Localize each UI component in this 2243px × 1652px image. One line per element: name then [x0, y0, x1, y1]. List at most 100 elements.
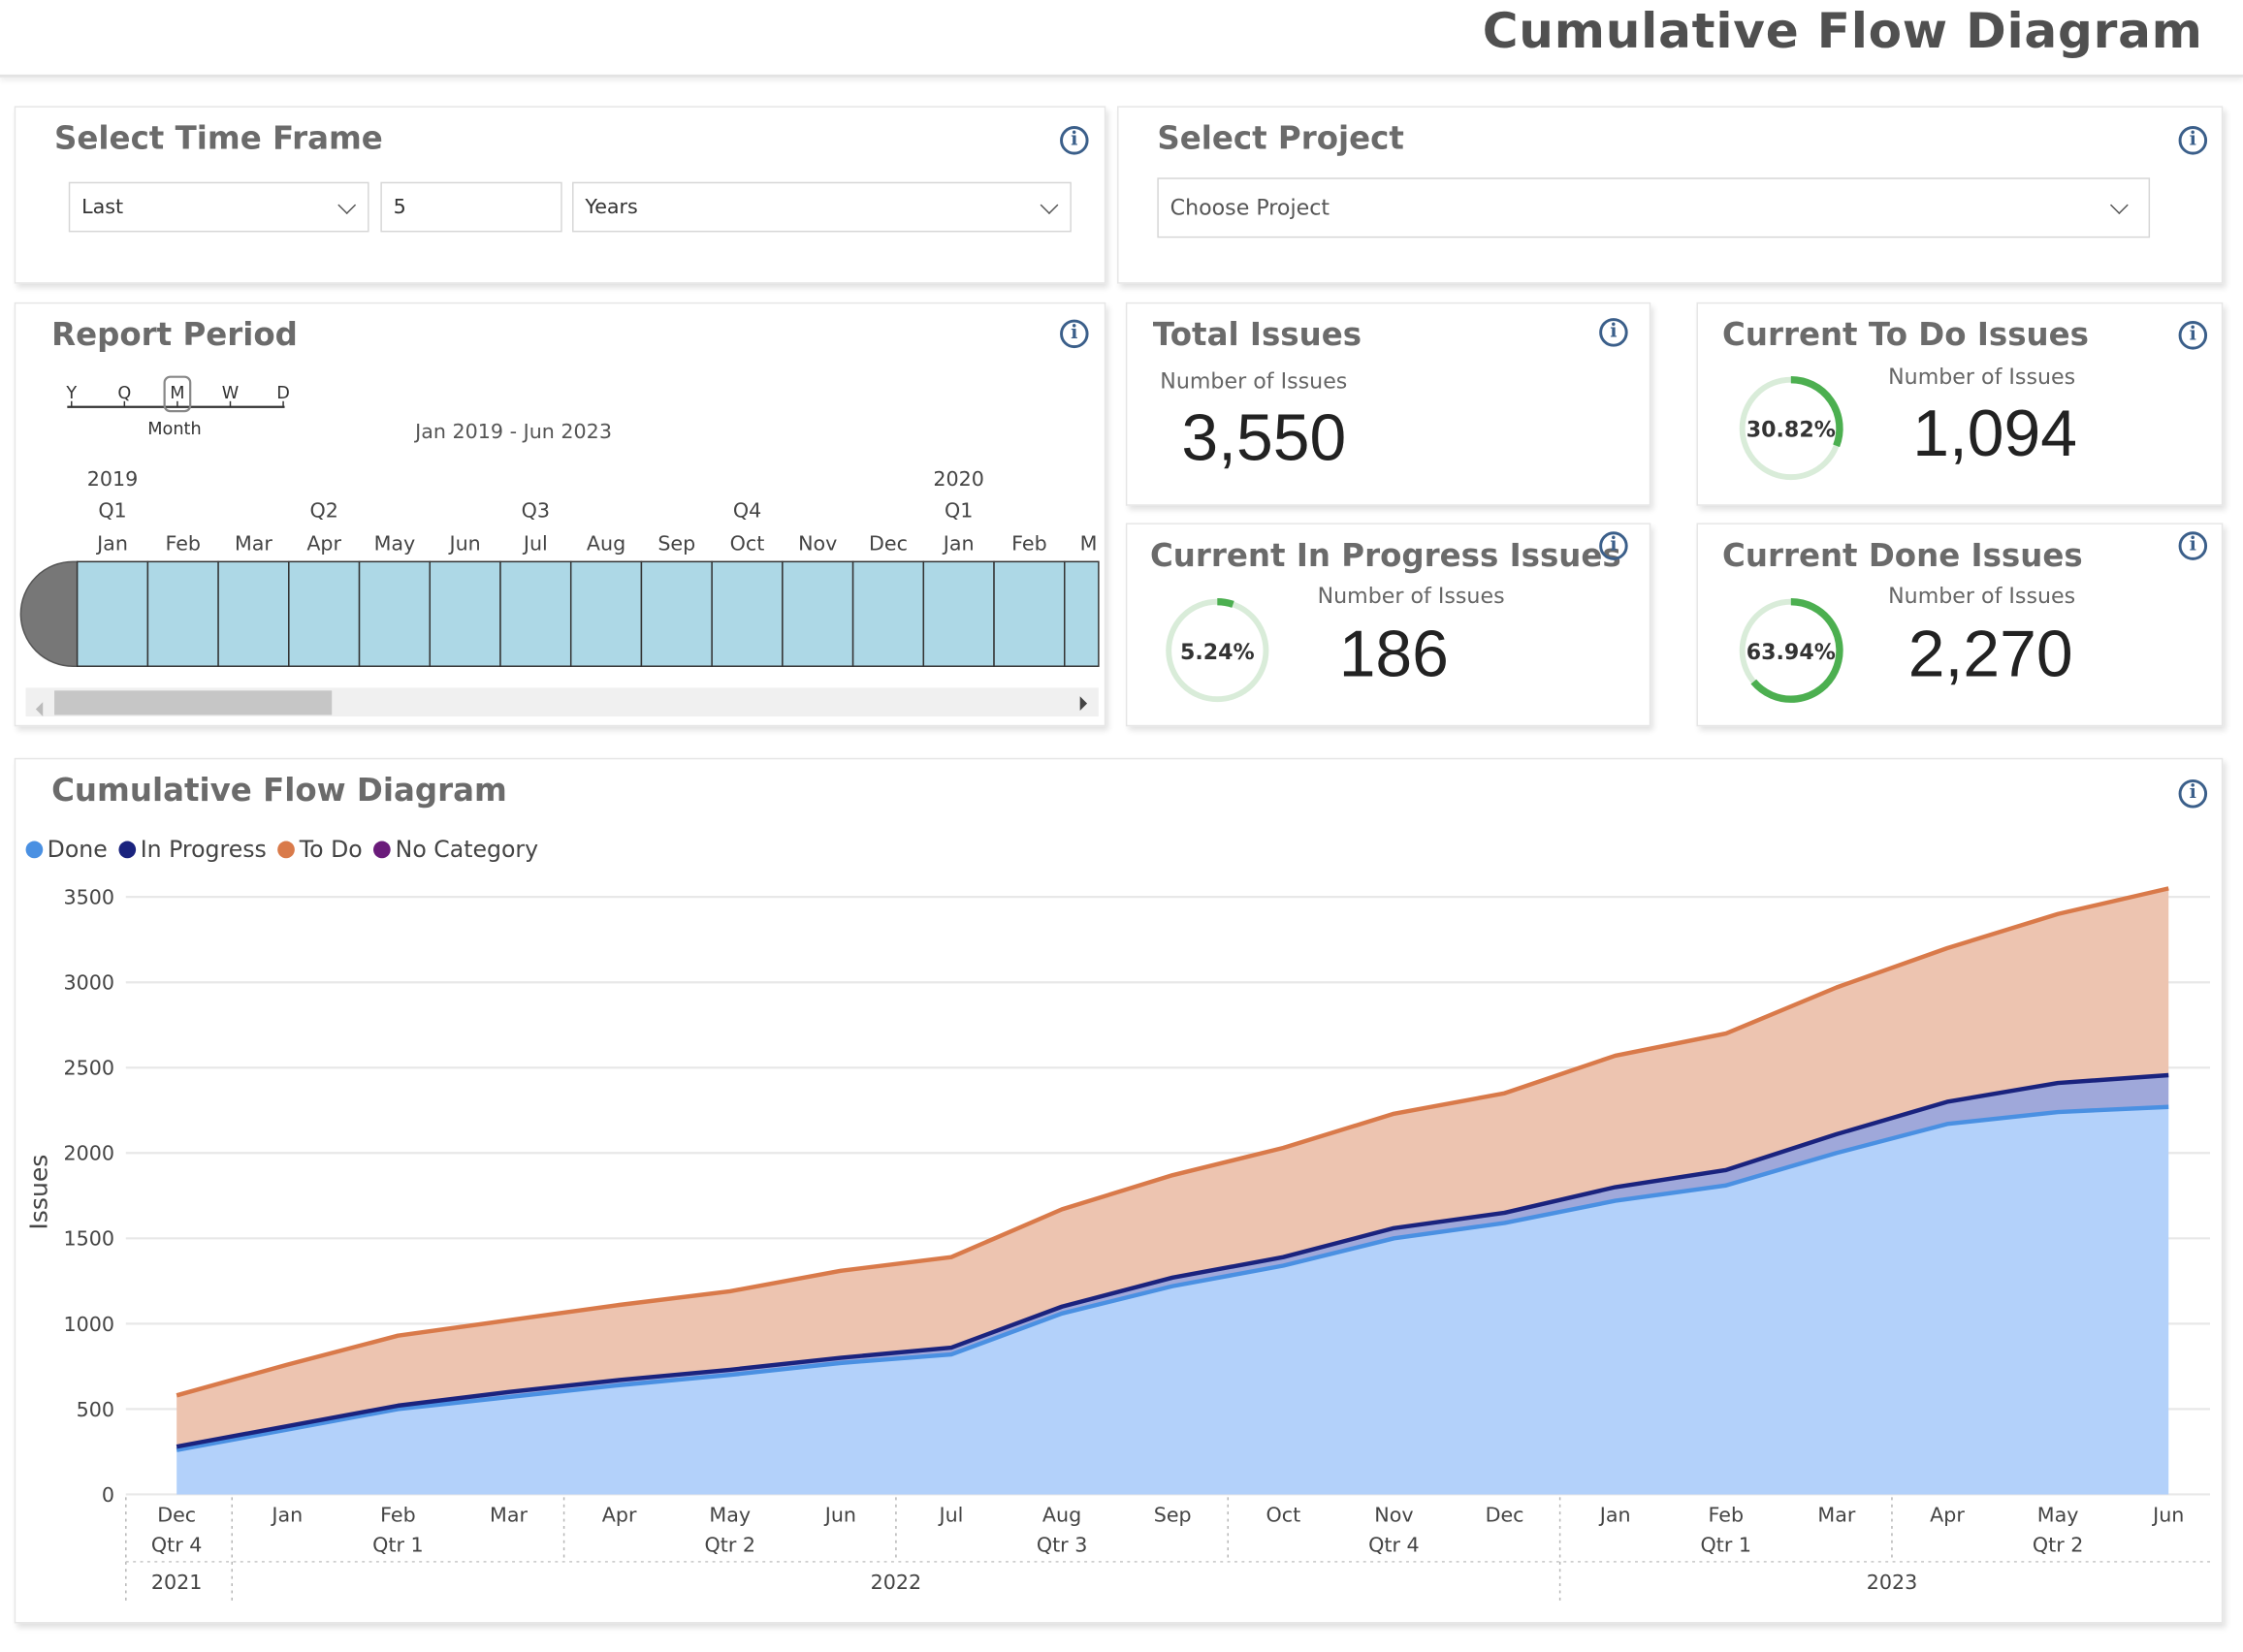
project-title: Select Project: [1157, 121, 1404, 158]
timeline-quarter-label: Q4: [733, 499, 761, 523]
gauge-arc: [1217, 598, 1234, 608]
timeline-month-cell: [146, 560, 219, 667]
timeline-month-label: Jul: [522, 531, 548, 555]
timeline-month-label: Jan: [95, 531, 128, 555]
timeline-slicer[interactable]: Y Q M W D Month Jan 2019 - Jun 2023 2019 2020 Q1 Q…: [16, 303, 1105, 726]
granularity-label-m: M: [170, 384, 184, 403]
timeline-month-label: Mar: [235, 531, 272, 555]
info-icon[interactable]: i: [1060, 319, 1089, 349]
timeline-month-cell: [76, 560, 149, 667]
legend-dot: [118, 840, 137, 858]
legend-dot: [277, 840, 296, 858]
total-issues-title: Total Issues: [1152, 318, 1362, 355]
timeline-month-cell: [711, 560, 784, 667]
timeline-month-label: Oct: [730, 531, 765, 555]
time-frame-unit-select[interactable]: Years: [572, 181, 1072, 233]
timeline-scrollbar-thumb: [54, 690, 333, 715]
info-icon[interactable]: i: [1599, 318, 1628, 347]
timeline-month-cell: [851, 560, 925, 667]
timeline-month-cell: [993, 560, 1066, 667]
in-progress-issues-value: 186: [1338, 616, 1449, 691]
timeline-range-handle: [19, 560, 79, 667]
todo-issues-subtitle: Number of Issues: [1888, 364, 2076, 390]
page-title: Cumulative Flow Diagram: [1482, 2, 2203, 61]
project-placeholder: Choose Project: [1170, 194, 1330, 221]
timeline-year-label: 2019: [87, 467, 139, 491]
legend-dot: [373, 840, 392, 858]
granularity-label-y: Y: [65, 384, 77, 403]
chevron-down-icon: [1040, 195, 1059, 214]
report-period-title: Report Period: [51, 318, 298, 355]
done-issues-title: Current Done Issues: [1722, 538, 2083, 575]
timeline-month-label: Feb: [1011, 531, 1047, 555]
info-icon[interactable]: i: [2178, 531, 2208, 560]
todo-issues-title: Current To Do Issues: [1722, 318, 2089, 355]
gauge-arc: [1750, 598, 1843, 703]
timeline-month-label: Apr: [306, 531, 341, 555]
legend-label: In Progress: [140, 835, 267, 863]
project-card: Select Project i Choose Project: [1117, 106, 2224, 284]
time-frame-mode-select[interactable]: Last: [68, 181, 369, 233]
todo-gauge: 30.82%: [1739, 375, 1843, 481]
timeline-month-cell: [782, 560, 854, 667]
granularity-label-w: W: [222, 384, 239, 403]
timeline-month-label: Feb: [165, 531, 201, 555]
info-icon[interactable]: i: [2178, 321, 2208, 350]
time-frame-amount-value: 5: [393, 195, 406, 219]
scroll-left-arrow-icon: [35, 702, 44, 716]
legend-label: Done: [47, 835, 108, 863]
todo-issues-value: 1,094: [1912, 395, 2078, 470]
time-frame-amount-input[interactable]: 5: [380, 181, 562, 233]
timeline-month-label: Dec: [869, 531, 908, 555]
time-frame-title: Select Time Frame: [54, 121, 383, 158]
in-progress-issues-title: Current In Progress Issues: [1149, 538, 1621, 575]
header-bar: Cumulative Flow Diagram: [0, 0, 2243, 78]
legend-label: To Do: [299, 835, 363, 863]
in-progress-gauge: 5.24%: [1166, 598, 1269, 703]
timeline-month-cell: [429, 560, 501, 667]
granularity-name: Month: [147, 420, 201, 439]
timeline-month-cell: [569, 560, 643, 667]
timeline-month-cell: [922, 560, 995, 667]
timeline-month-label: Jun: [448, 531, 481, 555]
timeline-quarter-label: Q2: [309, 499, 337, 523]
granularity-label-q: Q: [117, 384, 131, 403]
project-select[interactable]: Choose Project: [1157, 177, 2151, 238]
legend-item-done[interactable]: Done: [25, 835, 108, 863]
legend-item-in-progress[interactable]: In Progress: [118, 835, 267, 863]
total-issues-subtitle: Number of Issues: [1160, 367, 1348, 395]
scroll-right-arrow-icon: [1079, 696, 1088, 712]
done-issues-card: Current Done Issues i 63.94% Number of I…: [1696, 523, 2224, 727]
gauge-percent-label: 63.94%: [1746, 640, 1836, 665]
info-icon[interactable]: i: [1599, 531, 1628, 560]
timeline-month-label: Nov: [798, 531, 837, 555]
timeline-year-label: 2020: [933, 467, 984, 491]
done-gauge: 63.94%: [1739, 598, 1843, 703]
info-icon[interactable]: i: [2178, 778, 2208, 809]
timeline-quarter-label: Q3: [522, 499, 550, 523]
timeline-month-cell: [1064, 560, 1100, 667]
legend-label: No Category: [395, 835, 539, 863]
granularity-label-d: D: [276, 384, 290, 403]
info-icon[interactable]: i: [2178, 126, 2208, 155]
info-icon[interactable]: i: [1060, 126, 1089, 155]
cfd-card: Cumulative Flow Diagram i: [14, 757, 2224, 1624]
done-issues-subtitle: Number of Issues: [1888, 583, 2076, 610]
legend-item-to-do[interactable]: To Do: [277, 835, 363, 863]
in-progress-issues-subtitle: Number of Issues: [1317, 583, 1505, 610]
time-frame-card: Select Time Frame i Last 5 Years: [14, 106, 1106, 284]
gauge-percent-label: 30.82%: [1746, 418, 1836, 443]
timeline-month-label: Aug: [587, 531, 625, 555]
timeline-month-label: Jan: [942, 531, 975, 555]
time-frame-mode-value: Last: [81, 195, 124, 219]
granularity-selected-box: [163, 375, 192, 413]
timeline-month-cell: [288, 560, 361, 667]
total-issues-value: 3,550: [1181, 399, 1347, 475]
legend-item-no-category[interactable]: No Category: [373, 835, 539, 863]
done-issues-value: 2,270: [1907, 616, 2073, 691]
chevron-down-icon: [337, 195, 357, 214]
timeline-quarter-label: Q1: [98, 499, 126, 523]
chart-legend: Done In Progress To Do No Category: [25, 835, 539, 863]
report-period-card: Report Period i Y Q M W D Month Jan 2019 - Jun…: [14, 302, 1106, 727]
gauge-percent-label: 5.24%: [1180, 640, 1255, 665]
